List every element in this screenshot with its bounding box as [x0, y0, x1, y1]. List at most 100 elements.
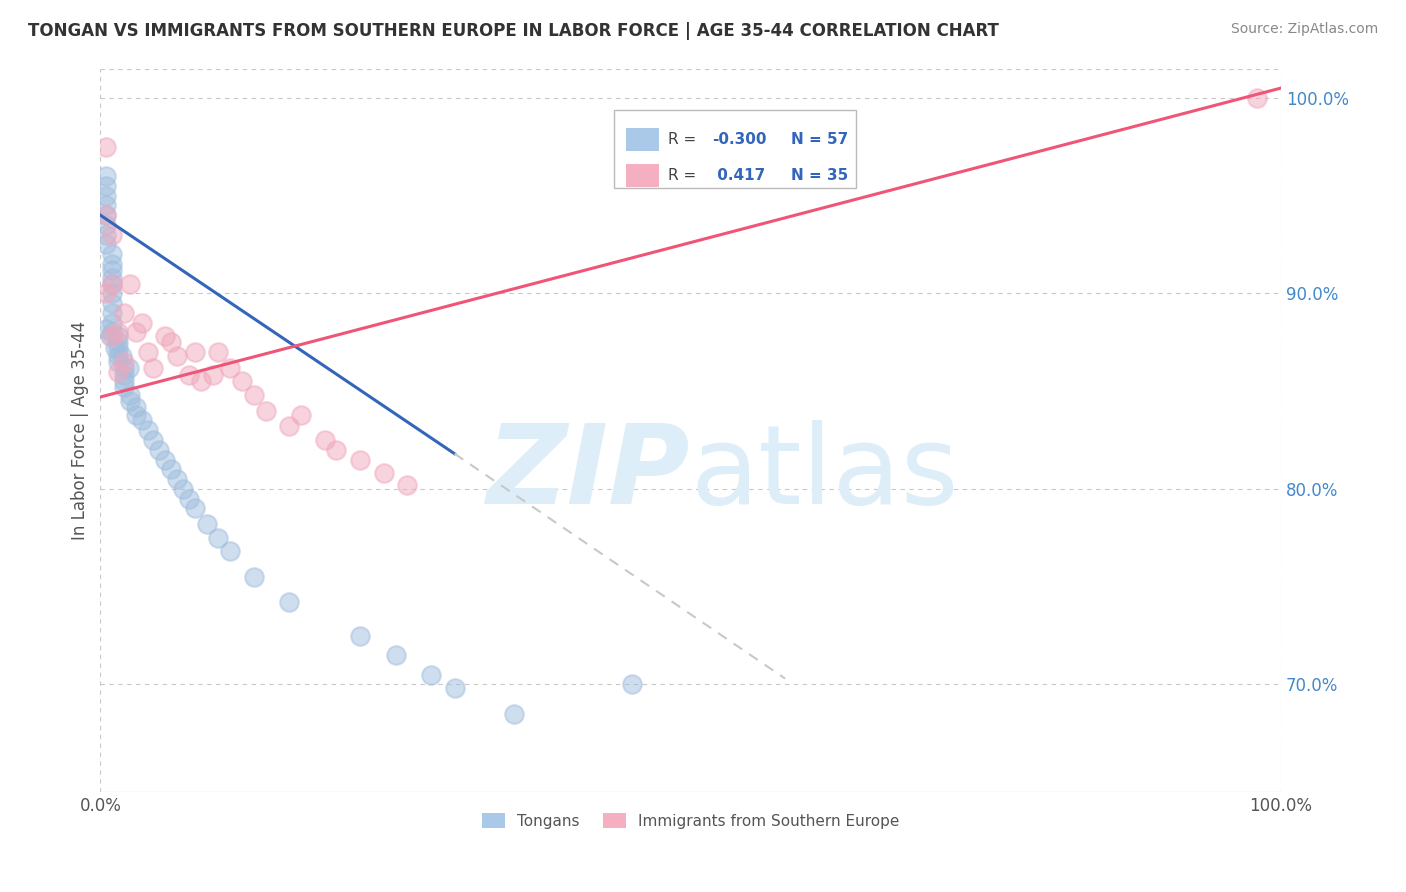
Point: [107, 349, 129, 363]
Point: [243, 388, 266, 402]
Point: [172, 482, 194, 496]
Point: [131, 413, 153, 427]
Point: [207, 531, 229, 545]
Point: [112, 368, 135, 383]
Point: [219, 544, 242, 558]
FancyBboxPatch shape: [626, 164, 659, 187]
Point: [96, 227, 118, 242]
Point: [98, 329, 121, 343]
Point: [107, 365, 129, 379]
Text: TONGAN VS IMMIGRANTS FROM SOUTHERN EUROPE IN LABOR FORCE | AGE 35-44 CORRELATION: TONGAN VS IMMIGRANTS FROM SOUTHERN EUROP…: [28, 22, 1000, 40]
Point: [166, 349, 188, 363]
Point: [96, 208, 118, 222]
Legend: Tongans, Immigrants from Southern Europe: Tongans, Immigrants from Southern Europe: [477, 807, 905, 835]
Point: [101, 326, 124, 340]
Point: [96, 208, 118, 222]
Point: [96, 139, 118, 153]
Point: [160, 335, 183, 350]
Point: [231, 375, 253, 389]
Point: [103, 341, 125, 355]
Point: [502, 706, 524, 721]
Point: [314, 433, 336, 447]
Point: [101, 257, 124, 271]
Point: [160, 462, 183, 476]
Point: [136, 423, 159, 437]
Point: [125, 326, 148, 340]
Point: [136, 345, 159, 359]
Text: N = 35: N = 35: [792, 168, 848, 183]
Text: ZIP: ZIP: [486, 420, 690, 527]
Point: [219, 360, 242, 375]
Point: [107, 355, 129, 369]
Point: [101, 296, 124, 310]
Point: [373, 467, 395, 481]
Point: [96, 237, 118, 252]
Text: N = 57: N = 57: [792, 132, 848, 147]
Text: R =: R =: [668, 168, 702, 183]
Text: atlas: atlas: [690, 420, 959, 527]
Point: [125, 408, 148, 422]
Point: [107, 341, 129, 355]
Point: [101, 316, 124, 330]
Text: 0.417: 0.417: [711, 168, 765, 183]
Point: [96, 188, 118, 202]
Point: [112, 306, 135, 320]
Point: [278, 419, 301, 434]
Point: [278, 595, 301, 609]
Point: [112, 380, 135, 394]
Point: [101, 270, 124, 285]
Text: Source: ZipAtlas.com: Source: ZipAtlas.com: [1230, 22, 1378, 37]
Point: [96, 169, 118, 183]
Point: [101, 286, 124, 301]
Point: [177, 491, 200, 506]
Point: [384, 648, 406, 662]
Point: [118, 277, 141, 291]
Text: -0.300: -0.300: [711, 132, 766, 147]
Point: [349, 452, 371, 467]
Point: [112, 375, 135, 389]
Point: [166, 472, 188, 486]
Point: [96, 178, 118, 193]
Point: [101, 277, 124, 291]
Y-axis label: In Labor Force | Age 35-44: In Labor Force | Age 35-44: [72, 321, 89, 540]
Point: [112, 360, 135, 375]
Point: [101, 227, 124, 242]
Point: [184, 501, 207, 516]
Point: [1246, 91, 1268, 105]
Point: [112, 355, 135, 369]
Point: [190, 375, 212, 389]
Point: [243, 570, 266, 584]
Point: [107, 335, 129, 350]
Point: [107, 329, 129, 343]
Point: [118, 388, 141, 402]
Point: [142, 433, 165, 447]
Point: [101, 263, 124, 277]
Point: [155, 329, 177, 343]
Point: [443, 681, 465, 696]
Point: [142, 360, 165, 375]
FancyBboxPatch shape: [614, 110, 856, 188]
Point: [101, 277, 124, 291]
Point: [101, 247, 124, 261]
Point: [325, 442, 347, 457]
Point: [101, 306, 124, 320]
Point: [110, 349, 132, 363]
Point: [184, 345, 207, 359]
Point: [118, 393, 141, 408]
Point: [254, 403, 277, 417]
Point: [207, 345, 229, 359]
Point: [125, 400, 148, 414]
Point: [155, 452, 177, 467]
FancyBboxPatch shape: [626, 128, 659, 151]
Point: [96, 286, 118, 301]
Point: [118, 360, 141, 375]
Point: [195, 517, 218, 532]
Point: [620, 677, 643, 691]
Text: R =: R =: [668, 132, 702, 147]
Point: [131, 316, 153, 330]
Point: [148, 442, 170, 457]
Point: [177, 368, 200, 383]
Point: [96, 198, 118, 212]
Point: [419, 667, 441, 681]
Point: [290, 408, 312, 422]
